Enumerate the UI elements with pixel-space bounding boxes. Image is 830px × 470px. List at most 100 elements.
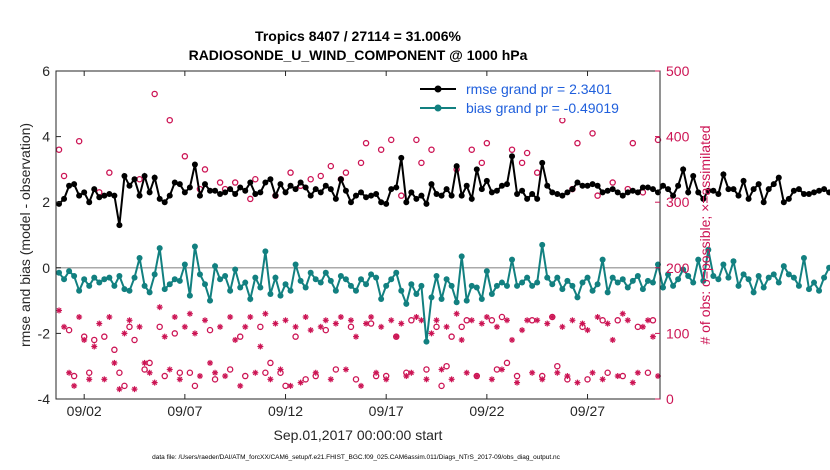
obs-assimilated-stroke [574, 380, 580, 386]
bias-point [493, 282, 500, 289]
obs-assimilated-stroke [428, 330, 435, 336]
obs-assimilated-marker [609, 336, 616, 343]
rmse-point [312, 186, 319, 193]
obs-possible-marker [247, 195, 254, 203]
obs-assimilated-stroke [111, 360, 117, 366]
rmse-point [242, 187, 249, 194]
rmse-point [534, 195, 541, 202]
obs-assimilated-marker [252, 369, 259, 376]
x-tick-label: 09/02 [67, 403, 102, 419]
rmse-point [775, 174, 782, 181]
obs-assimilated-stroke [262, 311, 268, 317]
bias-point [458, 253, 465, 260]
rmse-point [569, 186, 576, 193]
obs-possible-marker [106, 169, 113, 176]
obs-assimilated-stroke [247, 314, 253, 320]
rmse-point [302, 184, 309, 191]
obs-possible-marker [443, 362, 450, 370]
bias-point [217, 276, 224, 283]
obs-assimilated-marker [473, 373, 480, 380]
obs-possible-marker [101, 333, 108, 340]
bias-point [614, 279, 621, 286]
obs-assimilated-marker [649, 333, 656, 340]
legend-bias-label: bias grand pr = -0.49019 [466, 100, 619, 116]
obs-assimilated-stroke [539, 376, 545, 382]
bias-point [448, 282, 455, 289]
obs-possible-marker [121, 382, 128, 390]
obs-possible-marker [508, 146, 516, 153]
obs-assimilated-stroke [91, 343, 97, 350]
rmse-point [277, 181, 284, 188]
bias-point [745, 276, 752, 283]
rmse-point [639, 184, 646, 191]
obs-possible-marker [75, 137, 83, 145]
rmse-point [609, 186, 616, 193]
x-tick-label: 09/12 [268, 403, 303, 419]
rmse-point [483, 177, 490, 184]
obs-possible-marker [70, 372, 78, 380]
rmse-point [468, 195, 475, 202]
rmse-point [267, 176, 274, 183]
obs-assimilated-marker [131, 386, 138, 393]
obs-assimilated-stroke [519, 327, 525, 333]
bias-point [665, 271, 672, 278]
obs-assimilated-marker [126, 317, 133, 324]
obs-possible-marker [559, 116, 566, 124]
legend-rmse-marker [434, 85, 442, 93]
bias-point [433, 273, 440, 279]
obs-assimilated-stroke [408, 370, 414, 376]
bias-point [126, 287, 133, 294]
rmse-point [378, 199, 385, 206]
obs-assimilated-stroke [595, 314, 601, 320]
x-tick-label: 09/17 [369, 403, 404, 419]
rmse-point [131, 176, 138, 183]
rmse-point [232, 191, 239, 197]
rmse-point [509, 153, 516, 160]
rmse-point [604, 187, 611, 194]
obs-assimilated-stroke [348, 317, 354, 323]
obs-assimilated-stroke [529, 370, 535, 376]
bias-point [71, 273, 78, 279]
obs-assimilated-marker [488, 376, 495, 383]
obs-assimilated-marker [61, 323, 68, 330]
bias-point [136, 254, 143, 261]
obs-possible-marker [332, 366, 340, 373]
y-right-tick-label: 500 [666, 63, 690, 79]
bias-point [453, 299, 460, 306]
obs-assimilated-marker [423, 376, 430, 383]
rmse-point [428, 181, 435, 188]
bias-point [564, 277, 571, 284]
rmse-point [327, 186, 334, 193]
bias-point [207, 297, 214, 304]
bias-point [232, 266, 239, 273]
rmse-point [337, 176, 344, 183]
rmse-point [619, 192, 626, 199]
obs-assimilated-marker [614, 373, 621, 380]
obs-assimilated-stroke [308, 327, 314, 333]
bias-point [196, 271, 203, 278]
bias-point [629, 277, 636, 284]
bias-point [347, 282, 354, 289]
obs-possible-marker [60, 172, 68, 180]
obs-possible-marker [528, 317, 536, 324]
rmse-point [544, 182, 551, 189]
legend-rmse-label: rmse grand pr = 2.3401 [466, 81, 612, 97]
obs-assimilated-marker [619, 310, 626, 317]
bias-point [66, 268, 73, 275]
obs-assimilated-marker [509, 336, 516, 343]
rmse-point [287, 182, 294, 189]
bias-point [463, 297, 470, 304]
bias-point [237, 284, 244, 291]
bias-point [181, 261, 188, 268]
obs-possible-marker [161, 372, 168, 380]
bias-point [529, 282, 536, 289]
obs-possible-marker [242, 372, 249, 380]
obs-possible-marker [629, 139, 637, 147]
obs-possible-marker [609, 179, 616, 186]
bias-point [302, 284, 309, 291]
bias-point [378, 295, 385, 302]
obs-assimilated-stroke [393, 334, 399, 340]
rmse-point [66, 182, 73, 189]
bias-point [106, 274, 113, 281]
obs-assimilated-marker [629, 379, 636, 386]
